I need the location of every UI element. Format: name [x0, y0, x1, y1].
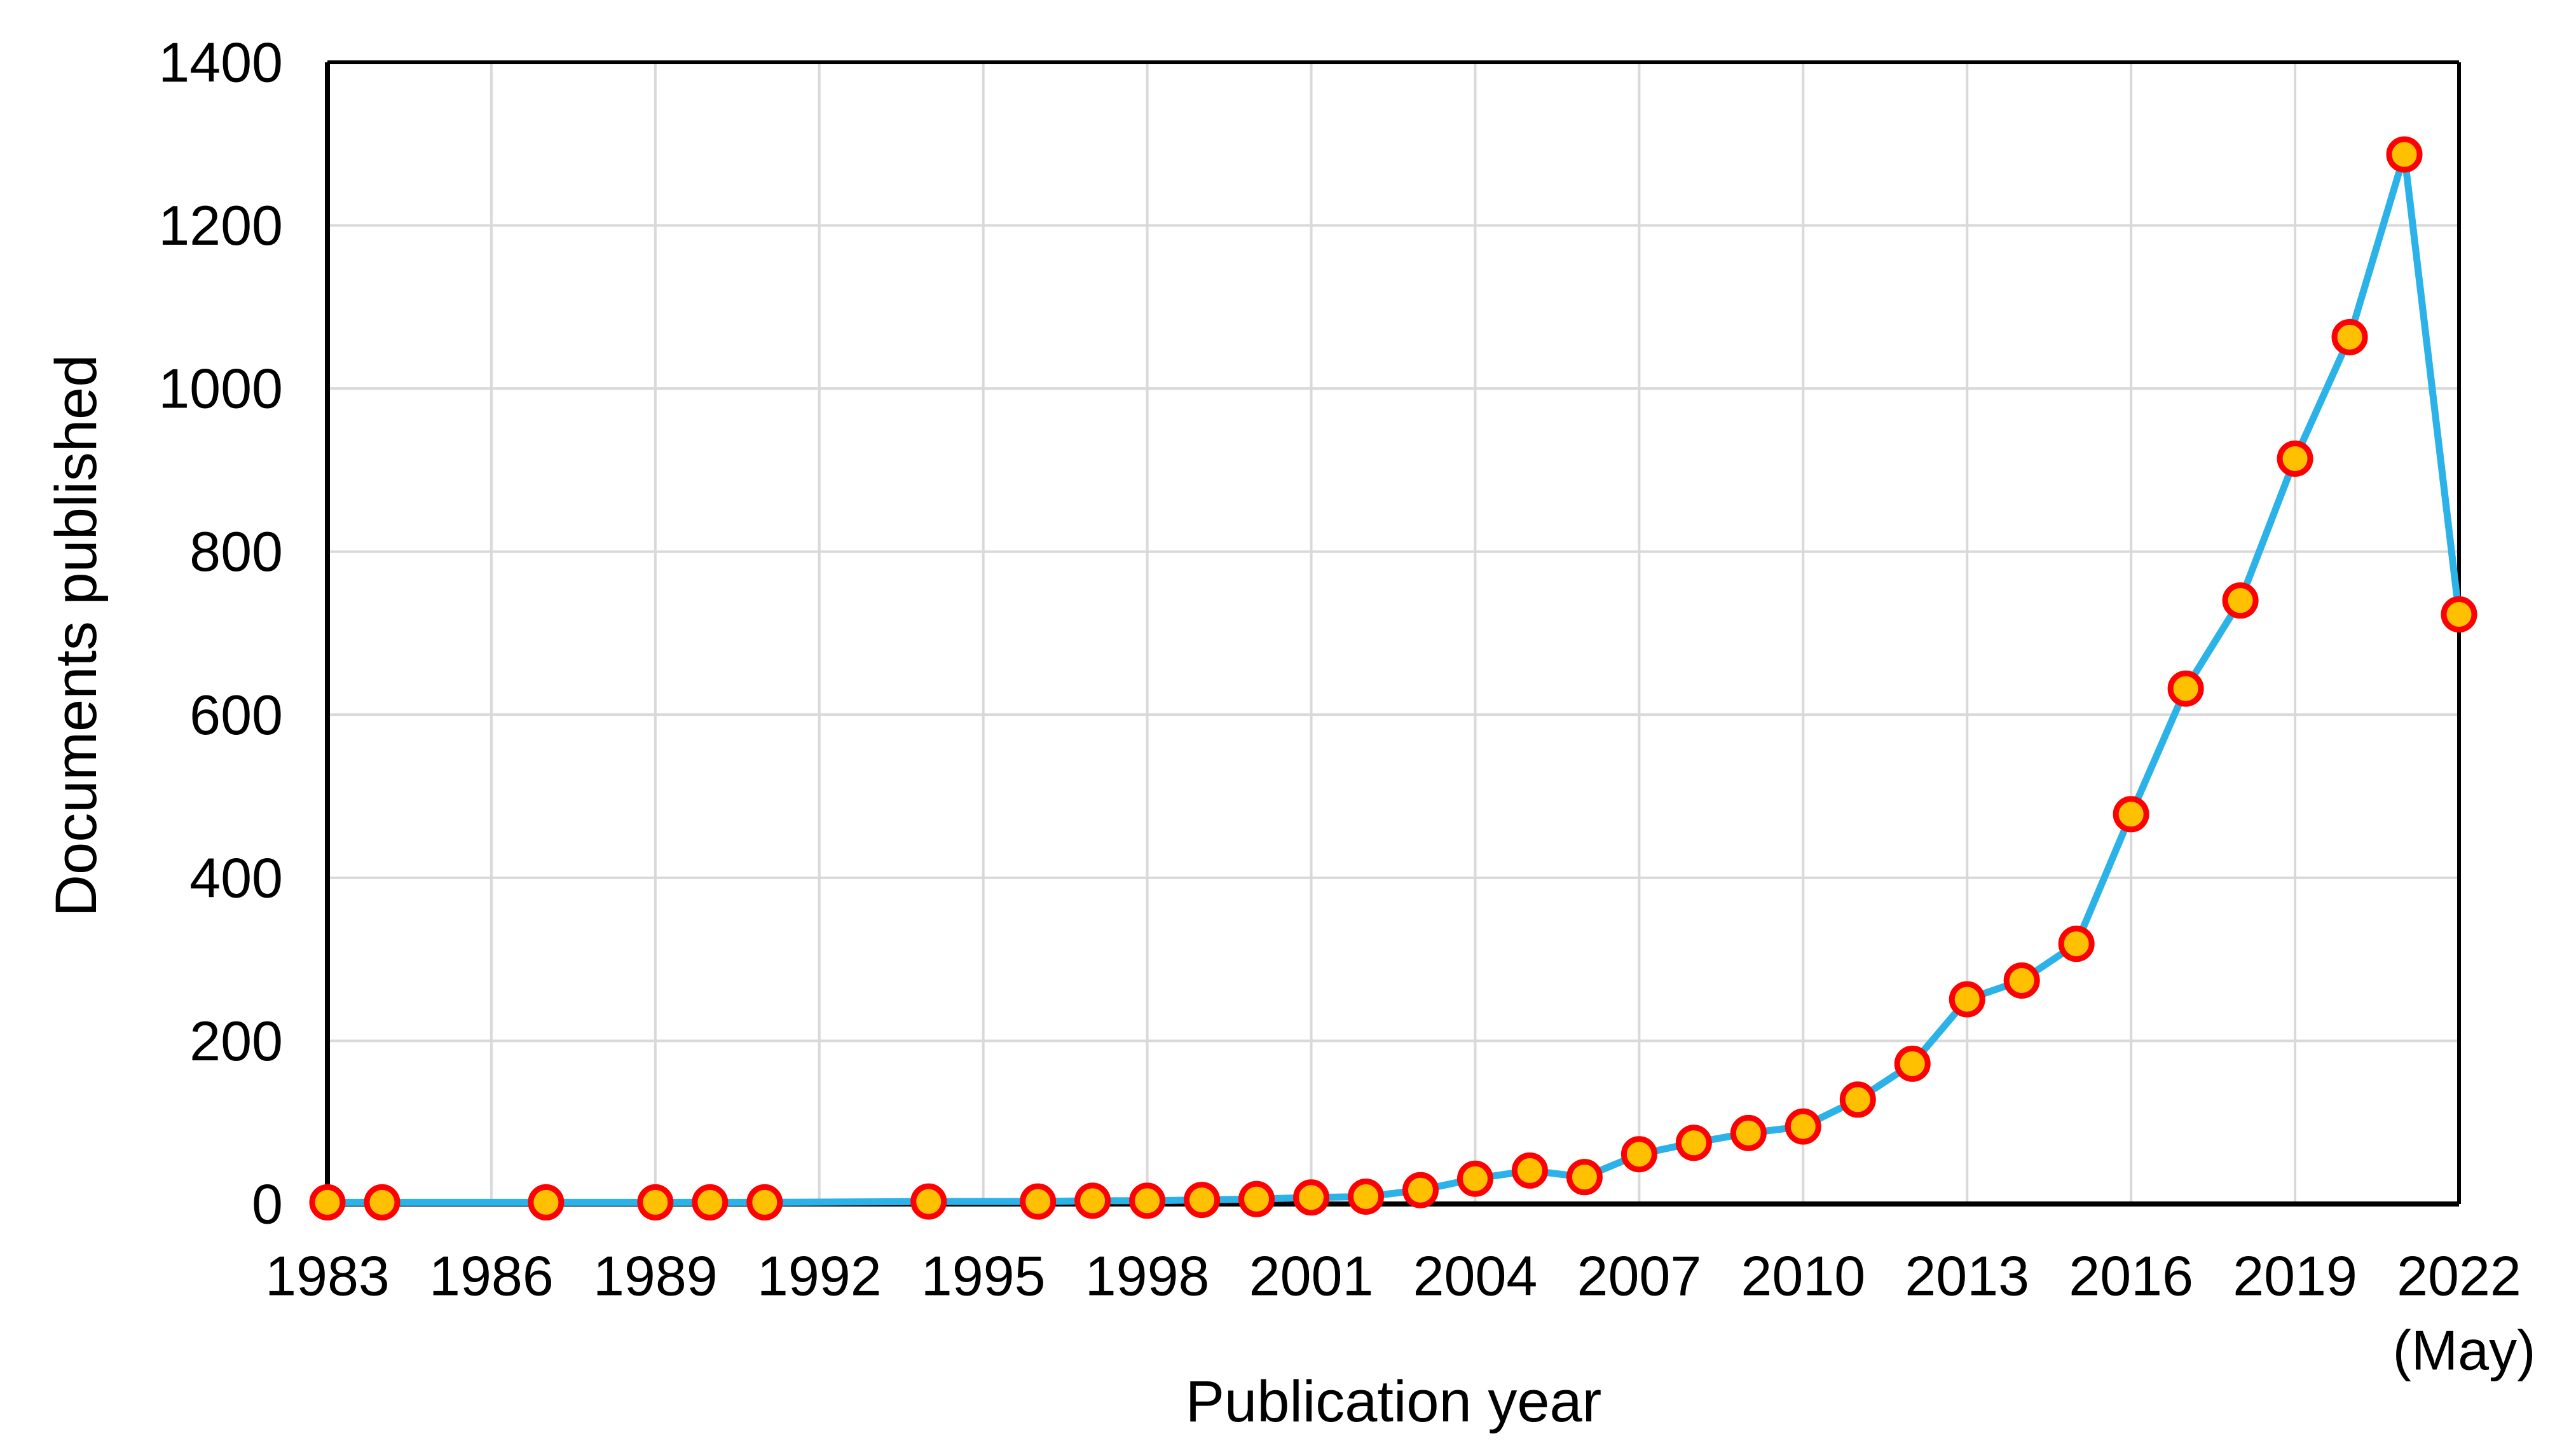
- x-tick-label-1986: 1986: [429, 1245, 554, 1308]
- x-tick-label-2004: 2004: [1413, 1245, 1538, 1308]
- y-tick-label-1400: 1400: [158, 31, 283, 94]
- data-point-1996: [1020, 1183, 1057, 1220]
- data-point-2017: [2167, 670, 2204, 707]
- x-tick-label-1983: 1983: [265, 1245, 390, 1308]
- x-tick-label-2016: 2016: [2069, 1245, 2193, 1308]
- x-tick-label-2022: 2022: [2397, 1245, 2521, 1308]
- data-point-2014: [2003, 962, 2040, 999]
- series-line: [324, 151, 2463, 1206]
- data-point-2018: [2222, 582, 2259, 619]
- data-point-2006: [1566, 1159, 1603, 1196]
- data-point-2000: [1238, 1180, 1275, 1217]
- data-point-2011: [1839, 1081, 1876, 1118]
- data-point-2001: [1293, 1179, 1330, 1216]
- x-tick-label-2010: 2010: [1741, 1245, 1865, 1308]
- y-tick-label-400: 400: [189, 846, 283, 909]
- data-point-2022: [2441, 596, 2477, 633]
- data-point-2003: [1402, 1172, 1439, 1208]
- x-axis-title: Publication year: [1185, 1369, 1602, 1434]
- data-point-1984: [364, 1184, 401, 1221]
- data-point-2002: [1348, 1178, 1385, 1215]
- data-point-2007: [1620, 1136, 1657, 1173]
- data-point-1997: [1074, 1182, 1111, 1219]
- y-tick-label-800: 800: [189, 520, 283, 583]
- data-point-2013: [1949, 981, 1985, 1018]
- data-point-2004: [1456, 1160, 1493, 1197]
- data-point-1989: [637, 1184, 674, 1221]
- x-tick-label-1998: 1998: [1085, 1245, 1210, 1308]
- x-tick-label-2007: 2007: [1577, 1245, 1702, 1308]
- data-point-2016: [2113, 796, 2149, 833]
- x-tick-note: (May): [2393, 1319, 2536, 1382]
- data-point-1987: [528, 1184, 565, 1221]
- y-tick-label-200: 200: [189, 1009, 283, 1072]
- x-tick-label-1995: 1995: [921, 1245, 1046, 1308]
- data-point-1998: [1129, 1182, 1166, 1219]
- y-tick-label-1000: 1000: [158, 357, 283, 420]
- data-point-2005: [1511, 1152, 1548, 1189]
- data-point-2012: [1894, 1045, 1931, 1082]
- data-point-1990: [692, 1184, 729, 1221]
- data-point-1991: [746, 1184, 783, 1221]
- data-point-2008: [1675, 1125, 1712, 1161]
- data-point-1983: [309, 1184, 346, 1221]
- data-point-1999: [1184, 1182, 1221, 1219]
- x-tick-label-1989: 1989: [593, 1245, 718, 1308]
- x-tick-label-2019: 2019: [2233, 1245, 2357, 1308]
- data-point-2021: [2386, 136, 2423, 173]
- y-axis-title: Documents published: [44, 354, 109, 917]
- data-point-2020: [2331, 318, 2368, 355]
- data-point-1994: [910, 1183, 947, 1220]
- x-tick-label-2013: 2013: [1905, 1245, 2029, 1308]
- data-point-2010: [1785, 1108, 1821, 1145]
- y-tick-label-0: 0: [252, 1173, 283, 1236]
- data-point-2015: [2058, 926, 2095, 962]
- x-tick-label-2001: 2001: [1249, 1245, 1374, 1308]
- x-tick-label-1992: 1992: [757, 1245, 882, 1308]
- y-tick-label-600: 600: [189, 683, 283, 746]
- data-point-2019: [2277, 440, 2313, 477]
- y-tick-label-1200: 1200: [158, 194, 283, 257]
- data-point-2009: [1730, 1114, 1767, 1151]
